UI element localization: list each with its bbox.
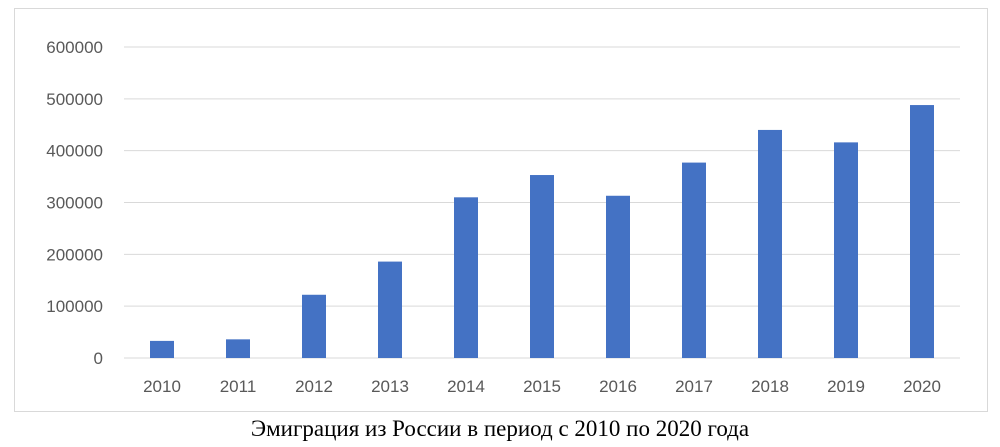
x-tick-label: 2015 [523,377,561,396]
y-tick-label: 200000 [46,245,103,264]
y-tick-label: 400000 [46,142,103,161]
bar-2010 [150,340,174,358]
y-tick-label: 600000 [46,38,103,57]
bar-2020 [910,105,934,358]
y-tick-label: 100000 [46,297,103,316]
y-tick-label: 0 [94,349,103,368]
x-tick-label: 2010 [143,377,181,396]
x-tick-label: 2011 [220,377,257,396]
bars [150,105,934,358]
x-tick-label: 2014 [447,377,485,396]
chart-caption: Эмиграция из России в период с 2010 по 2… [250,416,750,441]
gridlines [124,46,960,359]
bar-2018 [758,129,782,358]
x-tick-label: 2017 [675,377,713,396]
bar-chart: 0 100000 200000 300000 400000 500000 600000 20… [46,38,960,396]
x-tick-label: 2012 [295,377,333,396]
y-tick-label: 500000 [46,90,103,109]
chart-frame [14,8,988,412]
y-tick-label: 300000 [46,194,103,213]
x-tick-label: 2013 [371,377,409,396]
bar-2017 [682,162,706,358]
x-tick-label: 2020 [903,377,941,396]
bar-2019 [834,142,858,358]
x-axis-ticks: 2010 2011 2012 2013 2014 2015 2016 2017 2018 2019… [143,377,941,396]
x-tick-label: 2018 [751,377,789,396]
bar-2012 [302,294,326,358]
y-axis-ticks: 0 100000 200000 300000 400000 500000 600000 [46,38,103,368]
x-tick-label: 2016 [599,377,637,396]
bar-2014 [454,197,478,358]
bar-2015 [530,175,554,358]
bar-2011 [226,339,250,358]
x-tick-label: 2019 [827,377,865,396]
bar-2016 [606,195,630,358]
bar-2013 [378,261,402,358]
